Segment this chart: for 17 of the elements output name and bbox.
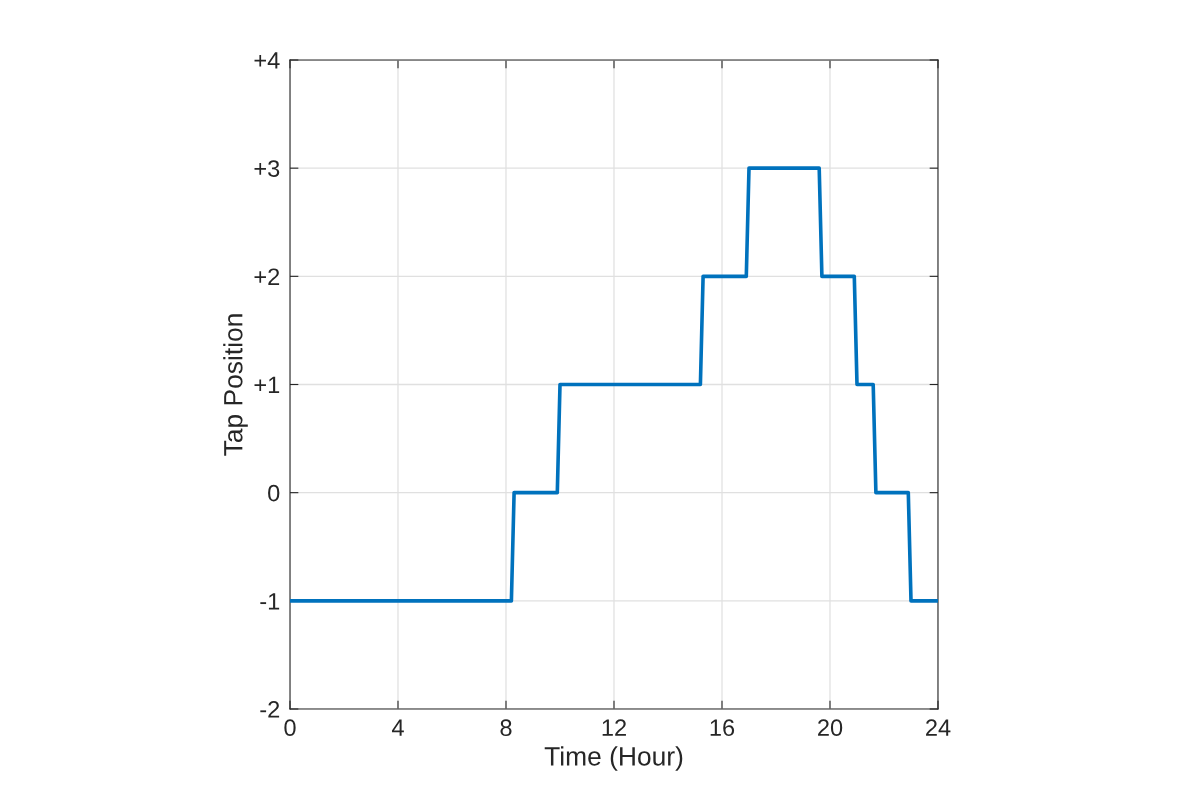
x-tick-label: 8 (500, 719, 512, 737)
x-tick-label: 0 (284, 719, 296, 737)
y-tick-label: 0 (268, 484, 280, 502)
y-tick-label: +4 (254, 52, 280, 69)
x-axis-title: Time (Hour) (544, 746, 683, 771)
x-tick-label: 20 (818, 719, 843, 737)
x-tick-label: 4 (391, 719, 404, 736)
line-series (290, 166, 938, 603)
y-tick-label: -1 (260, 593, 280, 610)
y-tick-label: +1 (254, 376, 280, 394)
y-tick-label: +3 (254, 160, 280, 177)
x-tick-label: 24 (926, 719, 951, 736)
x-tick-label: 12 (602, 719, 626, 736)
y-tick-label: +2 (254, 268, 280, 285)
x-tick-label: 16 (710, 719, 735, 737)
y-tick-label: -2 (260, 701, 280, 718)
y-axis-title: Tap Position (223, 314, 248, 456)
